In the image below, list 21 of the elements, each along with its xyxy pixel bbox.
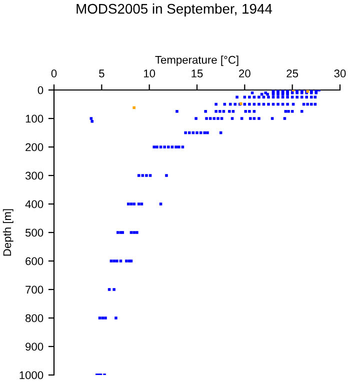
x-tick-label: 10 [144, 70, 156, 78]
x-tick-label: 30 [334, 70, 346, 78]
y-tick-label: 200 [26, 143, 44, 152]
y-tick-label: 0 [38, 86, 44, 94]
y-tick-label: 500 [25, 228, 44, 237]
y-tick-label: 300 [25, 172, 44, 180]
x-axis-title: Temperature [°C] [155, 56, 238, 66]
x-tick-label: 15 [192, 70, 203, 78]
y-tick-label: 100 [26, 114, 44, 123]
y-tick-label: 1000 [20, 371, 44, 380]
y-tick-label: 600 [26, 257, 44, 266]
x-tick-label: 20 [239, 70, 250, 78]
chart-title: MODS2005 in September, 1944 [76, 4, 272, 16]
y-tick-label: 700 [26, 286, 44, 294]
y-tick-label: 900 [26, 342, 44, 351]
x-tick-label: 5 [99, 70, 104, 78]
x-tick-label: 25 [286, 70, 298, 78]
x-tick-label: 0 [51, 70, 57, 78]
y-axis-title: Depth [m] [2, 209, 14, 256]
y-tick-label: 800 [26, 314, 44, 322]
y-tick-label: 400 [25, 200, 44, 208]
